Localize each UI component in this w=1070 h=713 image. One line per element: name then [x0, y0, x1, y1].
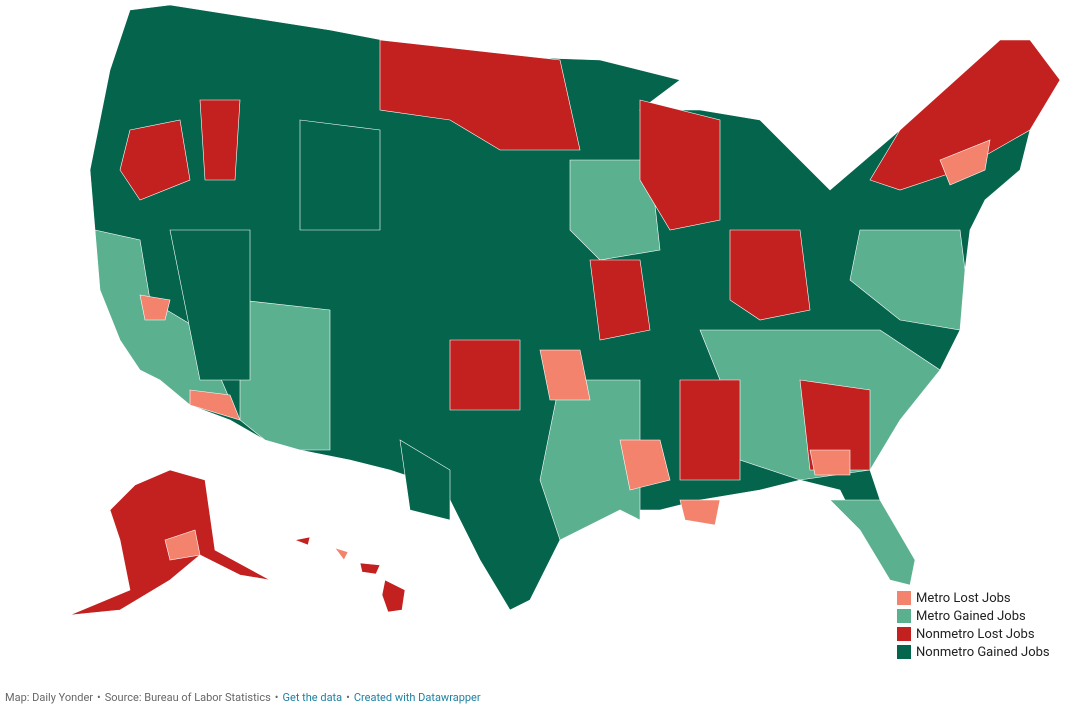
- hawaii-island: [381, 579, 406, 613]
- county-region: [299, 119, 381, 231]
- footer: Map: Daily Yonder • Source: Bureau of Labo…: [5, 691, 481, 704]
- county-region: [799, 379, 871, 471]
- footer-text: Map: Daily Yonder: [5, 691, 94, 704]
- county-region: [869, 39, 1061, 191]
- county-region: [119, 119, 191, 201]
- map: [69, 4, 1061, 616]
- hawaii-island: [359, 562, 381, 575]
- legend-label: Metro Gained Jobs: [916, 608, 1026, 624]
- legend-label: Nonmetro Lost Jobs: [916, 626, 1035, 642]
- legend-swatch: [897, 645, 911, 659]
- county-region: [589, 259, 651, 341]
- hawaii-island: [293, 536, 311, 546]
- legend-label: Nonmetro Gained Jobs: [916, 644, 1050, 660]
- separator: •: [274, 691, 279, 704]
- legend-swatch: [897, 609, 911, 623]
- county-region: [399, 439, 451, 521]
- separator: •: [97, 691, 101, 704]
- county-region: [199, 99, 241, 181]
- county-region: [169, 229, 251, 381]
- alaska-metro: [164, 529, 201, 561]
- hawaii-island: [334, 547, 349, 561]
- county-region: [379, 39, 581, 151]
- legend-label: Metro Lost Jobs: [916, 590, 1011, 606]
- county-region: [189, 389, 241, 421]
- county-region: [849, 229, 966, 331]
- legend-item: Nonmetro Gained Jobs: [897, 643, 1050, 661]
- county-region: [619, 439, 671, 491]
- legend-swatch: [897, 627, 911, 641]
- footer-link[interactable]: Created with Datawrapper: [353, 691, 481, 704]
- legend-item: Metro Lost Jobs: [897, 589, 1050, 607]
- legend-item: Metro Gained Jobs: [897, 607, 1050, 625]
- legend-item: Nonmetro Lost Jobs: [897, 625, 1050, 643]
- legend: Metro Lost Jobs Metro Gained Jobs Nonmetro…: [897, 589, 1050, 661]
- county-region: [679, 379, 741, 481]
- county-region: [569, 159, 661, 261]
- county-region: [639, 99, 721, 231]
- county-region: [939, 139, 991, 186]
- county-region: [449, 339, 521, 411]
- separator: •: [346, 691, 350, 704]
- county-region: [539, 379, 641, 541]
- county-region: [809, 449, 851, 476]
- legend-swatch: [897, 591, 911, 605]
- footer-link[interactable]: Get the data: [282, 691, 343, 704]
- county-region: [239, 299, 331, 451]
- county-region: [539, 349, 591, 401]
- county-region: [139, 294, 171, 321]
- county-region: [829, 499, 916, 586]
- footer-text: Source: Bureau of Labor Statistics: [104, 691, 271, 704]
- county-region: [679, 499, 721, 526]
- county-region: [729, 229, 811, 321]
